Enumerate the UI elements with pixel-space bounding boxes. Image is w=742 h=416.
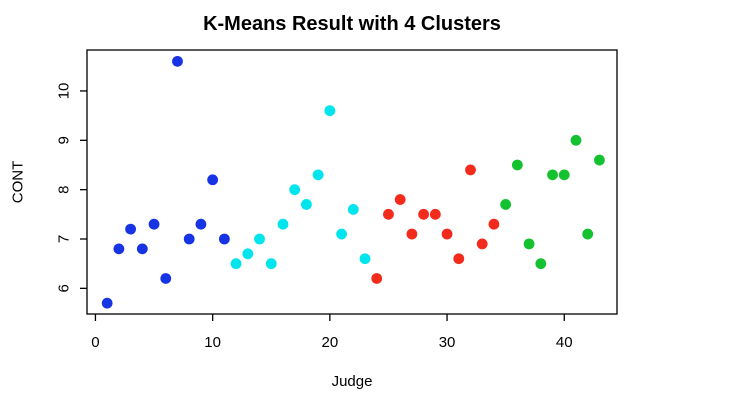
data-point-cluster-3-red — [383, 208, 394, 220]
data-point-cluster-2-cyan — [347, 203, 359, 215]
x-axis-tick-label: 30 — [439, 334, 456, 351]
data-point-cluster-1-blue — [207, 174, 219, 186]
x-axis-title: Judge — [331, 373, 373, 390]
data-point-cluster-1-blue — [218, 233, 230, 245]
y-axis-tick-label: 6 — [55, 284, 72, 292]
data-point-cluster-2-cyan — [265, 258, 277, 270]
data-point-cluster-2-cyan — [289, 184, 301, 196]
data-point-cluster-1-blue — [183, 233, 195, 245]
data-point-cluster-1-blue — [160, 273, 172, 284]
data-point-cluster-4-green — [594, 154, 605, 166]
data-point-cluster-4-green — [570, 134, 582, 146]
data-point-cluster-4-green — [535, 258, 547, 270]
y-axis-title: CONT — [9, 160, 27, 204]
data-point-cluster-2-cyan — [230, 258, 242, 270]
x-axis-tick-label: 10 — [204, 334, 221, 351]
data-point-cluster-3-red — [488, 218, 500, 230]
data-point-cluster-1-blue — [113, 243, 125, 255]
data-point-cluster-3-red — [394, 194, 406, 205]
data-point-cluster-3-red — [406, 228, 418, 240]
data-point-cluster-4-green — [500, 199, 512, 210]
x-axis-tick-label: 40 — [556, 334, 573, 351]
data-point-cluster-2-cyan — [277, 218, 289, 230]
y-axis-tick-label: 8 — [55, 185, 72, 193]
data-point-cluster-4-green — [511, 159, 523, 171]
chart-title: K-Means Result with 4 Clusters — [203, 13, 501, 35]
data-point-cluster-2-cyan — [301, 199, 312, 210]
y-axis-tick-label: 10 — [55, 83, 72, 100]
data-point-cluster-1-blue — [125, 223, 137, 235]
data-point-cluster-3-red — [465, 164, 476, 176]
data-point-cluster-1-blue — [136, 243, 148, 255]
data-point-cluster-1-blue — [148, 218, 160, 230]
data-point-cluster-2-cyan — [312, 169, 324, 181]
data-point-cluster-3-red — [429, 208, 441, 220]
plot-border — [86, 49, 618, 315]
data-point-cluster-4-green — [582, 228, 594, 240]
data-point-cluster-3-red — [441, 228, 453, 240]
data-point-cluster-2-cyan — [359, 253, 371, 265]
data-point-cluster-2-cyan — [242, 248, 254, 260]
data-point-cluster-1-blue — [172, 55, 183, 67]
data-point-cluster-1-blue — [101, 297, 113, 309]
data-point-cluster-3-red — [476, 238, 488, 250]
data-point-cluster-1-blue — [195, 218, 207, 230]
data-point-cluster-2-cyan — [324, 105, 336, 117]
data-point-cluster-4-green — [523, 238, 535, 250]
data-point-cluster-3-red — [418, 208, 430, 220]
y-axis-tick-label: 9 — [55, 136, 72, 144]
x-axis-tick-label: 0 — [91, 334, 99, 351]
data-point-cluster-2-cyan — [254, 233, 265, 245]
data-point-cluster-3-red — [371, 273, 383, 284]
data-point-cluster-4-green — [558, 169, 570, 181]
data-point-cluster-3-red — [453, 253, 465, 265]
data-point-cluster-4-green — [547, 169, 558, 181]
x-axis-tick-label: 20 — [322, 334, 339, 351]
data-point-cluster-2-cyan — [336, 228, 347, 240]
y-axis-tick-label: 7 — [55, 235, 72, 243]
